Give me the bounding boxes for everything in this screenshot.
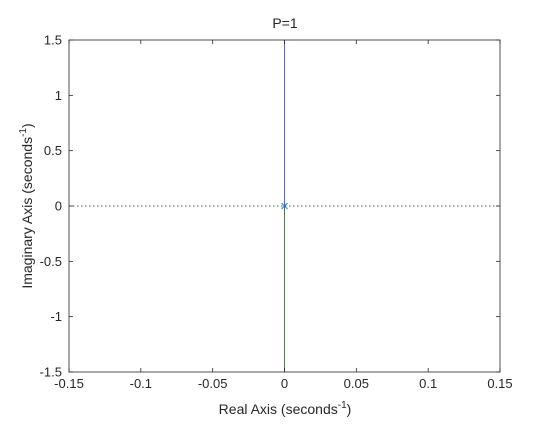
x-axis-label-text: Real Axis (seconds (219, 401, 338, 417)
y-tick-label: 1 (55, 88, 62, 103)
x-axis-label-superscript: -1 (338, 400, 347, 411)
pole-marker (281, 202, 288, 210)
x-tick-label: -0.05 (198, 376, 228, 391)
x-tick-label: -0.1 (130, 376, 152, 391)
y-tick-label: 0 (55, 199, 62, 214)
y-tick-label: -1.5 (40, 365, 62, 380)
x-tick-label: 0.1 (419, 376, 437, 391)
y-axis-label-superscript: -1 (18, 128, 29, 137)
y-tick-label: -1 (50, 309, 62, 324)
y-tick-label: -0.5 (40, 254, 62, 269)
y-tick-label: 1.5 (44, 33, 62, 48)
x-tick-label: 0.15 (487, 376, 512, 391)
x-axis-label: Real Axis (seconds-1) (219, 400, 352, 417)
x-tick-label: -0.15 (54, 376, 84, 391)
x-tick-label: 0 (281, 376, 288, 391)
y-axis-label: Imaginary Axis (seconds-1) (18, 123, 35, 288)
pole-marker-stroke (281, 202, 288, 210)
x-tick-label: 0.05 (344, 376, 369, 391)
y-axis-label-text: Imaginary Axis (seconds (19, 137, 35, 289)
y-axis-label-close: ) (19, 123, 35, 128)
chart-title: P=1 (272, 15, 298, 31)
y-tick-label: 0.5 (44, 143, 62, 158)
plot-area: -0.15 -0.1 -0.05 0 0.05 0.1 0.15 1.5 1 0.5 0 -0.5 -1… (40, 33, 513, 392)
x-axis-label-close: ) (347, 401, 352, 417)
